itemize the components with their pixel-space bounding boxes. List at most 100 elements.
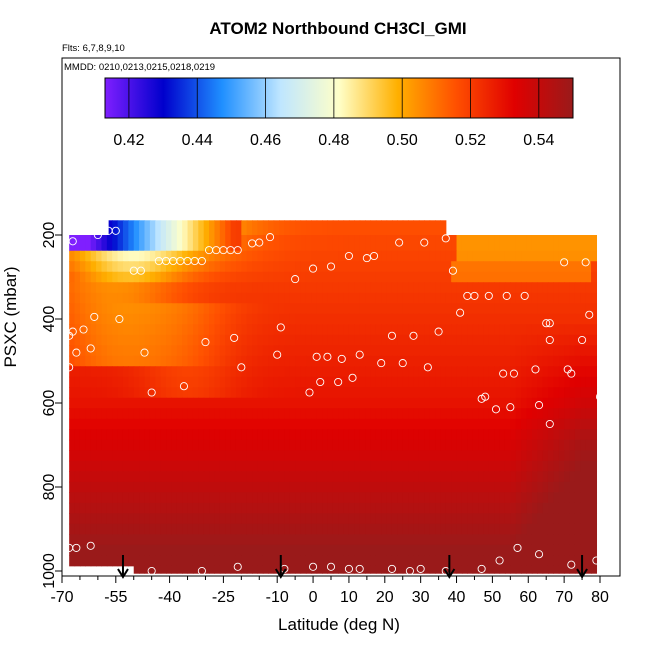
heatmap-cell [79, 292, 86, 304]
observation-point [434, 327, 443, 336]
heatmap-cell [300, 460, 307, 472]
heatmap-cell [106, 534, 113, 546]
heatmap-cell [209, 439, 216, 451]
heatmap-cell [106, 376, 113, 388]
heatmap-cell [429, 544, 436, 556]
heatmap-cell [273, 450, 280, 462]
heatmap-cell [166, 261, 172, 273]
heatmap-cell [203, 376, 210, 388]
heatmap-cell [225, 324, 232, 336]
heatmap-cell [214, 439, 221, 451]
heatmap-cell [402, 313, 409, 325]
heatmap-cell [273, 555, 280, 567]
heatmap-cell [85, 334, 92, 346]
heatmap-cell [488, 345, 495, 357]
heatmap-cell [343, 544, 350, 556]
heatmap-cell [515, 450, 522, 462]
heatmap-cell [219, 324, 226, 336]
heatmap-cell [101, 387, 108, 399]
heatmap-cell [569, 471, 576, 483]
heatmap-cell [316, 282, 323, 294]
heatmap-cell [144, 292, 151, 304]
heatmap-cell [74, 303, 81, 315]
heatmap-cell [440, 429, 447, 441]
flight-markers [117, 555, 588, 579]
heatmap-cell [241, 429, 248, 441]
heatmap-cell [585, 334, 592, 346]
heatmap-cell [494, 292, 501, 304]
heatmap-cell [155, 523, 162, 535]
heatmap-cell [139, 481, 146, 493]
heatmap-cell [300, 471, 307, 483]
heatmap-cell [408, 544, 415, 556]
heatmap-cell [128, 397, 135, 409]
heatmap-cell [488, 250, 495, 262]
heatmap-cell [96, 345, 103, 357]
heatmap-cell [510, 376, 517, 388]
heatmap-cell [386, 492, 393, 504]
heatmap-cell [499, 250, 506, 262]
heatmap-cell [585, 261, 592, 273]
heatmap-cell [225, 429, 232, 441]
heatmap-cell [499, 366, 506, 378]
heatmap-cell [214, 429, 221, 441]
heatmap-cell [558, 282, 565, 294]
heatmap-cell [203, 544, 210, 556]
heatmap-cell [305, 513, 312, 525]
heatmap-cell [122, 345, 129, 357]
heatmap-cell [85, 324, 92, 336]
heatmap-cell [139, 355, 146, 367]
heatmap-cell [429, 492, 436, 504]
heatmap-cell [96, 292, 103, 304]
heatmap-cell [128, 471, 135, 483]
heatmap-cell [386, 523, 393, 535]
heatmap-cell [85, 523, 92, 535]
heatmap-cell [149, 271, 156, 283]
heatmap-cell [257, 502, 264, 514]
heatmap-cell [408, 282, 415, 294]
heatmap-cell [494, 408, 501, 420]
heatmap-cell [499, 235, 506, 252]
heatmap-cell [155, 502, 162, 514]
heatmap-cell [435, 324, 441, 336]
heatmap-cell [354, 481, 361, 493]
heatmap-cell [90, 282, 97, 294]
heatmap-cell [547, 534, 554, 546]
heatmap-cell [209, 220, 216, 236]
heatmap-cell [155, 439, 162, 451]
heatmap-cell [478, 450, 485, 462]
heatmap-cell [553, 408, 560, 420]
heatmap-cell [257, 220, 264, 236]
heatmap-cell [574, 397, 581, 409]
observation-point [337, 354, 346, 363]
heatmap-cell [580, 439, 587, 451]
heatmap-cell [370, 544, 377, 556]
heatmap-cell [488, 235, 495, 252]
colorbar: 0.42 0.44 0.46 0.48 0.50 0.52 0.54 [104, 77, 574, 149]
heatmap-cell [96, 261, 103, 273]
heatmap-cell [478, 513, 485, 525]
heatmap-cell [515, 345, 522, 357]
heatmap-cell [494, 376, 501, 388]
heatmap-cell [235, 345, 242, 357]
heatmap-cell [262, 513, 269, 525]
heatmap-cell [203, 523, 210, 535]
heatmap-cell [472, 387, 479, 399]
heatmap-cell [112, 355, 119, 367]
heatmap-cell [225, 292, 232, 304]
heatmap-cell [203, 450, 210, 462]
heatmap-cell [467, 534, 474, 546]
heatmap-cell [214, 334, 221, 346]
heatmap-cell [214, 387, 221, 399]
heatmap-cell [418, 271, 425, 283]
heatmap-cell [79, 481, 86, 493]
heatmap-cell [499, 397, 506, 409]
heatmap-cell [198, 345, 205, 357]
heatmap-cell [117, 235, 124, 252]
heatmap-cell [386, 565, 393, 574]
heatmap-cell [354, 292, 361, 304]
heatmap-cell [397, 544, 404, 556]
heatmap-cell [591, 345, 598, 357]
heatmap-cell [381, 555, 388, 567]
observation-point [197, 566, 206, 576]
